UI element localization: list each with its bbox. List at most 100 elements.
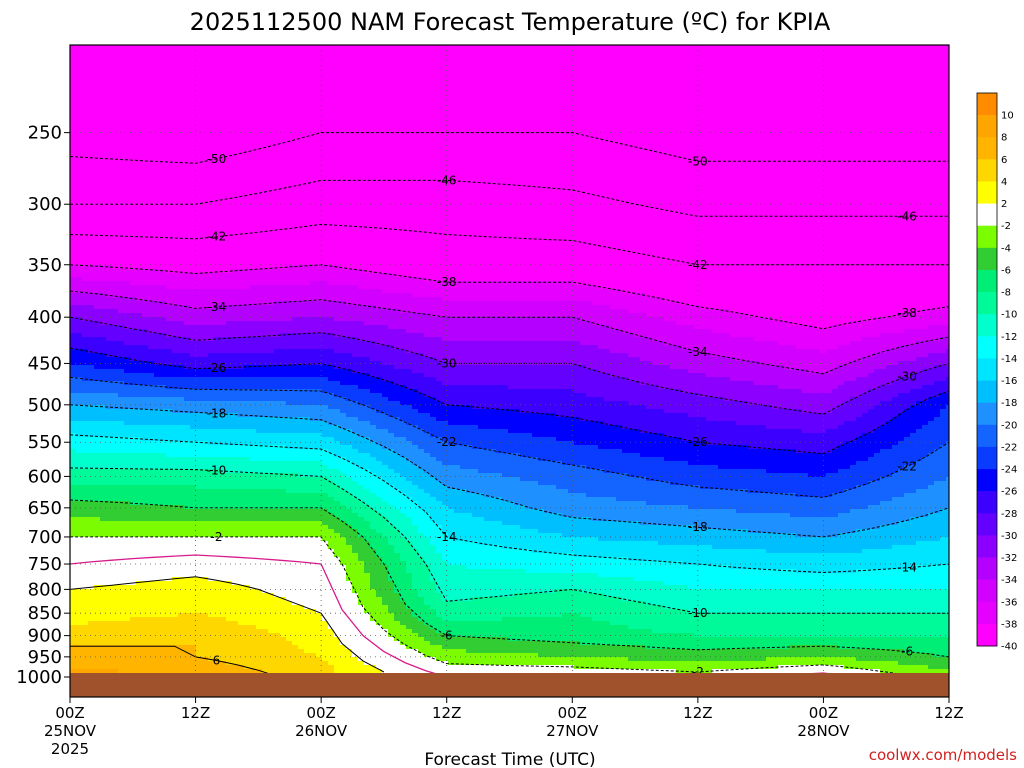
isotherm-minus10 bbox=[70, 467, 949, 614]
credit-text[interactable]: coolwx.com/models bbox=[869, 746, 1017, 764]
colorbar-label: -2 bbox=[1001, 221, 1011, 232]
y-tick-label: 300 bbox=[28, 194, 62, 215]
x-tick-date: 26NOV bbox=[295, 722, 348, 740]
contour-label: -2 bbox=[692, 665, 704, 679]
colorbar-label: 10 bbox=[1001, 111, 1014, 122]
colorbar-swatch bbox=[977, 336, 997, 359]
isotherm-minus42 bbox=[70, 223, 949, 266]
y-tick-label: 700 bbox=[28, 527, 62, 548]
contour-lines bbox=[70, 132, 949, 678]
colorbar-label: -40 bbox=[1001, 642, 1017, 653]
colorbar-swatch bbox=[977, 159, 997, 182]
colorbar-label: -8 bbox=[1001, 288, 1011, 299]
colorbar-swatch bbox=[977, 424, 997, 448]
contour-label: -26 bbox=[688, 435, 708, 449]
y-tick-label: 500 bbox=[28, 395, 62, 416]
colorbar-label: -6 bbox=[1001, 266, 1011, 277]
contour-label: -42 bbox=[207, 230, 227, 244]
contour-label: -22 bbox=[897, 460, 917, 474]
isotherm-2 bbox=[70, 576, 385, 673]
y-tick-label: 1000 bbox=[16, 667, 62, 688]
colorbar-label: 4 bbox=[1001, 177, 1007, 188]
colorbar-label: -20 bbox=[1001, 420, 1017, 431]
y-tick-label: 450 bbox=[28, 353, 62, 374]
contour-label: -14 bbox=[897, 561, 917, 575]
colorbar-swatch bbox=[977, 623, 997, 647]
x-axis-label: Forecast Time (UTC) bbox=[424, 750, 595, 768]
y-tick-label: 350 bbox=[28, 255, 62, 276]
colorbar-label: -28 bbox=[1001, 509, 1017, 520]
colorbar-swatch bbox=[977, 292, 997, 315]
colorbar-label: -4 bbox=[1001, 243, 1011, 254]
colorbar-label: -16 bbox=[1001, 376, 1017, 387]
colorbar-swatch bbox=[977, 225, 997, 249]
contour-label: -10 bbox=[688, 606, 708, 620]
colorbar-label: -36 bbox=[1001, 597, 1017, 608]
colorbar-label: -22 bbox=[1001, 442, 1017, 453]
colorbar-swatch bbox=[977, 380, 997, 403]
isotherm-minus6 bbox=[70, 499, 949, 658]
contour-label: -14 bbox=[437, 530, 457, 544]
colorbar-label: -14 bbox=[1001, 354, 1017, 365]
colorbar-label: -12 bbox=[1001, 332, 1017, 343]
y-tick-label: 800 bbox=[28, 579, 62, 600]
plot-frame bbox=[69, 44, 950, 698]
contour-label: -26 bbox=[207, 361, 227, 375]
colorbar-swatch bbox=[977, 115, 997, 138]
colorbar-swatch bbox=[977, 446, 997, 470]
colorbar-label: -34 bbox=[1001, 575, 1017, 586]
contour-label: -50 bbox=[207, 152, 227, 166]
contour-label: -6 bbox=[901, 645, 913, 659]
contour-label: -18 bbox=[207, 407, 227, 421]
colorbar-swatch bbox=[977, 402, 997, 426]
colorbar-label: -24 bbox=[1001, 465, 1017, 476]
colorbar-label: -38 bbox=[1001, 619, 1017, 630]
colorbar-swatch bbox=[977, 513, 997, 536]
colorbar-swatch bbox=[977, 469, 997, 492]
y-tick-label: 750 bbox=[28, 554, 62, 575]
contour-label: -30 bbox=[437, 356, 457, 370]
y-tick-label: 900 bbox=[28, 626, 62, 647]
temperature-field bbox=[70, 45, 949, 678]
isotherm-minus34 bbox=[70, 290, 949, 375]
colorbar: 10 8 6 4 2 -2 -4 -6 -8 -10 -12 -14 -16 -18 -20 -22 -24 -2… bbox=[976, 92, 1017, 653]
colorbar-label: -18 bbox=[1001, 398, 1017, 409]
ground-surface bbox=[70, 673, 949, 697]
colorbar-swatch bbox=[977, 358, 997, 381]
y-tick-label: 650 bbox=[28, 498, 62, 519]
plot-grid bbox=[70, 45, 949, 697]
colorbar-swatch bbox=[977, 247, 997, 271]
colorbar-swatch bbox=[977, 557, 997, 580]
isotherm-minus50 bbox=[70, 132, 949, 164]
x-tick-label: 00Z bbox=[306, 704, 335, 722]
x-tick-label: 12Z bbox=[683, 704, 712, 722]
x-tick-label: 00Z bbox=[558, 704, 587, 722]
contour-label: -34 bbox=[207, 300, 227, 314]
contour-label: -50 bbox=[688, 154, 708, 168]
colorbar-swatch bbox=[977, 491, 997, 514]
isotherm-minus38 bbox=[70, 264, 949, 330]
contour-label: -30 bbox=[897, 369, 917, 383]
contour-label: -46 bbox=[437, 173, 457, 187]
y-tick-label: 950 bbox=[28, 647, 62, 668]
colorbar-label: -30 bbox=[1001, 531, 1017, 542]
isotherm-minus18 bbox=[70, 404, 949, 538]
x-tick-label: 12Z bbox=[934, 704, 963, 722]
colorbar-swatch bbox=[977, 93, 997, 116]
x-tick-year: 2025 bbox=[51, 740, 89, 758]
x-tick-date: 27NOV bbox=[546, 722, 599, 740]
isotherm-minus46 bbox=[70, 179, 949, 217]
isotherm-minus30 bbox=[70, 316, 949, 415]
colorbar-swatch bbox=[977, 137, 997, 160]
contour-labels: -50 -50-46-46-42-42-38-38-34-34-30-30-26-… bbox=[207, 152, 917, 679]
contour-label: -2 bbox=[211, 530, 223, 544]
colorbar-swatch bbox=[977, 579, 997, 603]
isotherm-minus2 bbox=[70, 536, 908, 676]
contour-label: -10 bbox=[207, 464, 227, 478]
y-tick-label: 400 bbox=[28, 307, 62, 328]
contour-label: -46 bbox=[897, 209, 917, 223]
colorbar-swatch bbox=[977, 203, 997, 227]
x-tick-label: 00Z bbox=[55, 704, 84, 722]
